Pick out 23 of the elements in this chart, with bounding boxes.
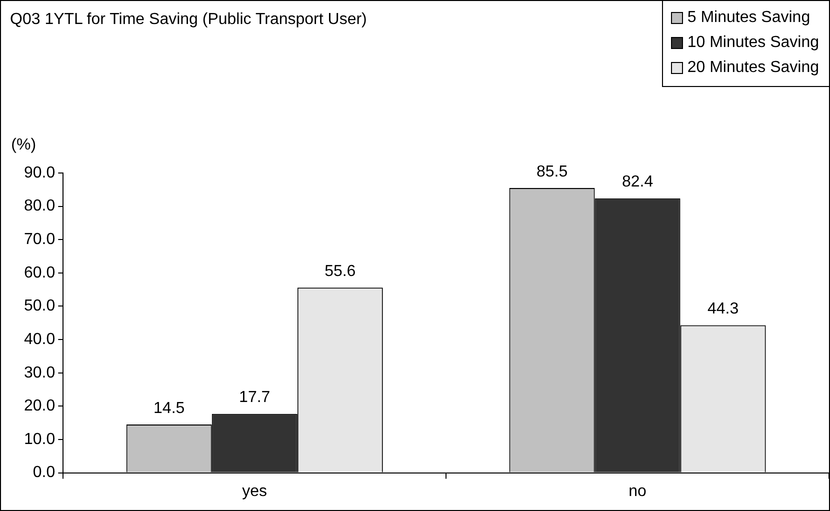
y-tick-label: 40.0 [24,330,56,348]
data-label: 44.3 [707,300,739,318]
data-label: 14.5 [154,400,185,417]
y-tick-label: 20.0 [24,398,56,415]
y-tick-label: 0.0 [32,464,56,482]
legend-label: 5 Minutes Saving [687,8,810,26]
data-label: 82.4 [622,174,654,191]
y-tick-label: 10.0 [24,430,56,448]
legend-label: 10 Minutes Saving [687,34,819,52]
legend-label: 20 Minutes Saving [687,58,819,76]
y-axis-title: (%) [11,136,36,154]
y-tick-label: 80.0 [24,198,56,215]
chart-title: Q03 1YTL for Time Saving (Public Transport User) [10,11,367,29]
y-tick-label: 60.0 [24,264,56,282]
y-tick-label: 70.0 [24,231,56,248]
y-tick-label: 90.0 [24,164,56,182]
data-label: 55.6 [324,262,356,280]
x-tick-label: no [628,482,647,500]
y-tick-label: 50.0 [24,298,56,315]
data-label: 17.7 [239,389,270,406]
y-tick-label: 30.0 [24,364,56,382]
x-tick-label: yes [242,482,268,500]
data-label: 85.5 [536,163,568,180]
